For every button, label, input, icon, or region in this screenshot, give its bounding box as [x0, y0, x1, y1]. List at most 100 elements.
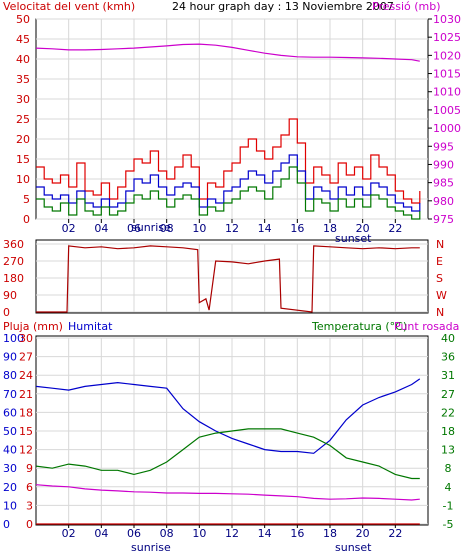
rain-y-tick-label: 12 [19, 444, 33, 457]
humidity-x-tick-label: 16 [290, 527, 304, 540]
humidity-y-tick-label: 0 [3, 518, 10, 531]
humidity-x-tick-label: 02 [62, 527, 76, 540]
pressure-y-tick-label: 1020 [433, 49, 461, 62]
wind-x-tick-label: 08 [160, 222, 174, 235]
humidity-x-tick-label: 06 [127, 527, 141, 540]
sunset-label-bottom: sunset [335, 541, 372, 554]
series-line-wind_sustained [36, 166, 421, 220]
pressure-y-tick-label: 1030 [433, 13, 461, 26]
humidity-x-tick-label: 12 [225, 527, 239, 540]
series-line-humidity [35, 378, 421, 454]
rain-y-tick-label: 27 [19, 351, 33, 364]
pressure-y-tick-label: 985 [433, 177, 454, 190]
direction-y-tick-label: 360 [3, 238, 24, 251]
sunset-label-top: sunset [335, 232, 372, 245]
humidity-y-tick-label: 40 [3, 444, 17, 457]
wind-x-tick-label: 12 [225, 222, 239, 235]
series-line-wind_avg [36, 154, 421, 212]
humidity-y-tick-label: 50 [3, 425, 17, 438]
temperature-y-tick-label: 4 [445, 481, 452, 494]
humidity-x-tick-label: 14 [258, 527, 272, 540]
wind-x-tick-label: 04 [94, 222, 108, 235]
series-line-temperature [35, 428, 420, 480]
pressure-y-tick-label: 1010 [433, 86, 461, 99]
rain-y-tick-label: 18 [19, 406, 33, 419]
wind-x-tick-label: 16 [290, 222, 304, 235]
pressure-y-tick-label: 1000 [433, 122, 461, 135]
rain-y-tick-label: 3 [26, 499, 33, 512]
wind-direction-plot: 0 N 90 W 180 S 270 E 360 N [3, 238, 447, 319]
series-line-wind_gust [36, 118, 421, 204]
temperature-y-tick-label: 8 [445, 462, 452, 475]
direction-y-tick-label: 0 [3, 306, 10, 319]
series-line-direction [36, 245, 420, 313]
direction-compass-label: N [436, 238, 444, 251]
wind-x-tick-label: 20 [356, 222, 370, 235]
humidity-y-tick-label: 30 [3, 462, 17, 475]
direction-compass-label: N [436, 306, 444, 319]
direction-compass-label: E [436, 255, 443, 268]
temperature-y-tick-label: -1 [443, 499, 454, 512]
direction-compass-label: W [436, 289, 447, 302]
chart-main-title: 24 hour graph day : 13 Noviembre 2007 [172, 0, 394, 13]
sunrise-label-top: sunrise [131, 221, 171, 234]
humidity-y-tick-label: 10 [3, 499, 17, 512]
rain-y-tick-label: 21 [19, 388, 33, 401]
temperature-title: Temperatura (°C) [311, 320, 407, 333]
wind-x-tick-label: 10 [192, 222, 206, 235]
humidity-y-tick-label: 70 [3, 388, 17, 401]
wind-y-tick-label: 15 [16, 153, 30, 166]
rain-y-tick-label: 9 [26, 462, 33, 475]
wind-speed-title: Velocitat del vent (kmh) [3, 0, 135, 13]
pressure-title: Pressió (mb) [372, 0, 441, 13]
series-line-pressure [35, 43, 420, 62]
pressure-y-tick-label: 980 [433, 195, 454, 208]
humidity-y-tick-label: 80 [3, 369, 17, 382]
humidity-x-tick-label: 08 [160, 527, 174, 540]
pressure-y-tick-label: 1025 [433, 31, 461, 44]
humidity-x-tick-label: 04 [94, 527, 108, 540]
wind-x-tick-label: 14 [258, 222, 272, 235]
wind-x-tick-label: 18 [323, 222, 337, 235]
rain-y-tick-label: 24 [19, 369, 33, 382]
wind-y-tick-label: 35 [16, 73, 30, 86]
wind-y-tick-label: 25 [16, 113, 30, 126]
wind-x-tick-label: 06 [127, 222, 141, 235]
wind-y-tick-label: 20 [16, 133, 30, 146]
temperature-y-tick-label: 40 [441, 332, 455, 345]
rain-y-tick-label: 0 [26, 518, 33, 531]
direction-y-tick-label: 270 [3, 255, 24, 268]
temperature-y-tick-label: 27 [441, 388, 455, 401]
humidity-y-tick-label: 60 [3, 406, 17, 419]
rain-y-tick-label: 15 [19, 425, 33, 438]
temperature-y-tick-label: 13 [441, 444, 455, 457]
humidity-x-tick-label: 20 [356, 527, 370, 540]
direction-y-tick-label: 90 [3, 289, 17, 302]
wind-y-tick-label: 5 [23, 193, 30, 206]
wind-y-tick-label: 10 [16, 173, 30, 186]
rain-y-tick-label: 6 [26, 481, 33, 494]
humidity-y-tick-label: 20 [3, 481, 17, 494]
wind-y-tick-label: 30 [16, 93, 30, 106]
wind-y-tick-label: 50 [16, 13, 30, 26]
temperature-y-tick-label: 36 [441, 351, 455, 364]
pressure-y-tick-label: 995 [433, 140, 454, 153]
humidity-x-tick-label: 18 [323, 527, 337, 540]
dewpoint-title: Punt rosada [394, 320, 459, 333]
wind-x-tick-label: 22 [388, 222, 402, 235]
wind-y-tick-label: 0 [23, 213, 30, 226]
sunrise-label-bottom: sunrise [131, 541, 171, 554]
direction-y-tick-label: 180 [3, 272, 24, 285]
pressure-y-tick-label: 1015 [433, 68, 461, 81]
rain-y-tick-label: 30 [19, 332, 33, 345]
temperature-y-tick-label: 31 [441, 369, 455, 382]
temperature-y-tick-label: 18 [441, 425, 455, 438]
pressure-y-tick-label: 990 [433, 158, 454, 171]
pressure-y-tick-label: 1005 [433, 104, 461, 117]
temperature-y-tick-label: -5 [443, 518, 454, 531]
pressure-y-tick-label: 975 [433, 213, 454, 226]
wind-y-tick-label: 45 [16, 33, 30, 46]
wind-x-tick-label: 02 [62, 222, 76, 235]
